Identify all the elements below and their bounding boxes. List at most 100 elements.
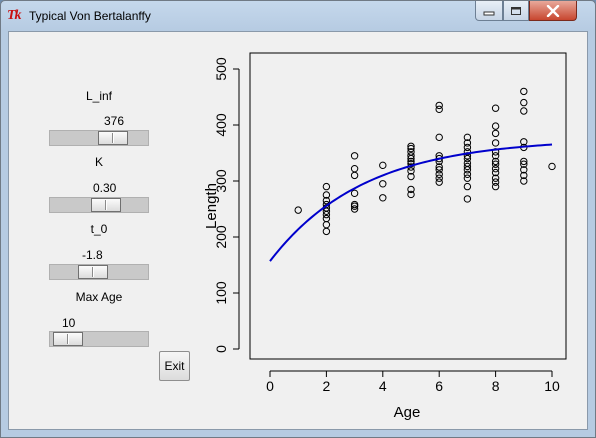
data-point xyxy=(548,162,556,171)
data-point xyxy=(463,148,472,156)
data-point xyxy=(520,177,528,185)
data-point xyxy=(491,157,500,166)
data-point xyxy=(435,163,443,171)
x-tick-label: 0 xyxy=(266,378,274,394)
plot-frame xyxy=(249,52,567,360)
data-point xyxy=(435,174,443,182)
data-point xyxy=(463,159,472,167)
slider-label-l-inf: L_inf xyxy=(85,89,113,103)
data-point xyxy=(520,87,528,96)
y-tick-label: 200 xyxy=(213,225,229,249)
data-point xyxy=(463,133,472,142)
x-tick-label: 10 xyxy=(544,378,560,394)
data-point xyxy=(294,206,302,214)
data-point xyxy=(463,182,472,191)
data-point xyxy=(322,214,331,223)
slider-value-l-inf: 376 xyxy=(104,114,125,128)
data-point xyxy=(491,174,500,182)
slider-k[interactable] xyxy=(49,197,149,213)
slider-max-age[interactable] xyxy=(49,331,149,347)
x-tick-label: 4 xyxy=(379,378,387,394)
data-point xyxy=(322,191,331,199)
slider-thumb-k[interactable] xyxy=(91,198,121,212)
title-bar[interactable]: Tk Typical Von Bertalanffy xyxy=(1,1,595,31)
x-tick-label: 8 xyxy=(492,378,500,394)
y-tick-label: 400 xyxy=(213,113,229,137)
data-point xyxy=(435,105,443,114)
data-point xyxy=(463,170,472,178)
data-point xyxy=(520,138,528,146)
close-icon xyxy=(546,4,560,17)
data-point xyxy=(407,144,415,153)
slider-thumb-l-inf[interactable] xyxy=(98,131,128,145)
data-point xyxy=(435,178,443,186)
minimize-icon xyxy=(483,11,495,15)
data-point xyxy=(435,101,443,110)
data-point xyxy=(407,167,415,175)
slider-label-t0: t_0 xyxy=(90,222,108,236)
data-point xyxy=(491,178,500,186)
chart: 0 2 4 6 8 10 Age 0 100 200 300 400 500 Length xyxy=(203,52,567,421)
exit-button[interactable]: Exit xyxy=(159,351,190,381)
data-point xyxy=(491,164,500,173)
minimize-button[interactable] xyxy=(475,1,503,21)
data-point xyxy=(435,170,443,178)
data-point xyxy=(520,160,528,168)
slider-t0[interactable] xyxy=(49,264,149,280)
data-point xyxy=(322,196,331,205)
y-axis-label: Length xyxy=(203,183,220,229)
data-point xyxy=(350,200,359,209)
tk-feather-icon: Tk xyxy=(7,8,22,23)
slider-label-k: K xyxy=(94,155,103,169)
data-point xyxy=(463,139,472,147)
x-axis-label: Age xyxy=(394,404,421,421)
data-point xyxy=(463,143,472,152)
data-point xyxy=(491,122,500,130)
data-point xyxy=(491,160,500,168)
data-point xyxy=(407,172,415,181)
x-tick-label: 6 xyxy=(435,378,443,394)
data-point xyxy=(407,152,415,160)
data-point xyxy=(407,157,415,166)
data-point xyxy=(463,174,472,182)
y-tick-label: 500 xyxy=(213,57,229,81)
data-point xyxy=(520,171,528,180)
data-point xyxy=(435,166,443,174)
x-tick-label: 2 xyxy=(323,378,331,394)
data-point xyxy=(463,195,472,203)
data-point xyxy=(520,98,528,107)
data-point xyxy=(350,171,359,180)
data-point xyxy=(520,107,528,115)
data-point xyxy=(322,227,331,236)
window-title: Typical Von Bertalanffy xyxy=(29,9,151,23)
data-point xyxy=(491,182,500,191)
data-point xyxy=(407,148,415,156)
client-area: L_inf 376 K 0.30 t_0 -1.8 Max Age 10 Exi… xyxy=(8,31,588,430)
data-point xyxy=(491,139,500,147)
maximize-button[interactable] xyxy=(503,1,529,21)
data-point xyxy=(520,157,528,166)
close-button[interactable] xyxy=(529,1,577,21)
data-point xyxy=(350,205,359,213)
slider-label-max-age: Max Age xyxy=(75,290,123,304)
data-point xyxy=(350,152,359,160)
data-point xyxy=(491,152,500,160)
data-point xyxy=(379,194,387,202)
slider-thumb-t0[interactable] xyxy=(78,265,108,279)
y-tick-label: 300 xyxy=(213,169,229,193)
data-point xyxy=(491,129,500,138)
data-point xyxy=(350,189,359,198)
slider-thumb-max-age[interactable] xyxy=(53,332,83,346)
slider-value-k: 0.30 xyxy=(93,181,117,195)
slider-l-inf[interactable] xyxy=(49,130,149,146)
growth-curve xyxy=(269,143,553,262)
slider-value-max-age: 10 xyxy=(62,316,76,330)
data-point xyxy=(463,162,472,171)
data-point xyxy=(322,220,331,229)
data-point xyxy=(407,185,415,194)
data-point xyxy=(379,180,387,188)
data-point xyxy=(350,164,359,173)
data-point xyxy=(435,133,443,142)
data-point xyxy=(491,104,500,112)
